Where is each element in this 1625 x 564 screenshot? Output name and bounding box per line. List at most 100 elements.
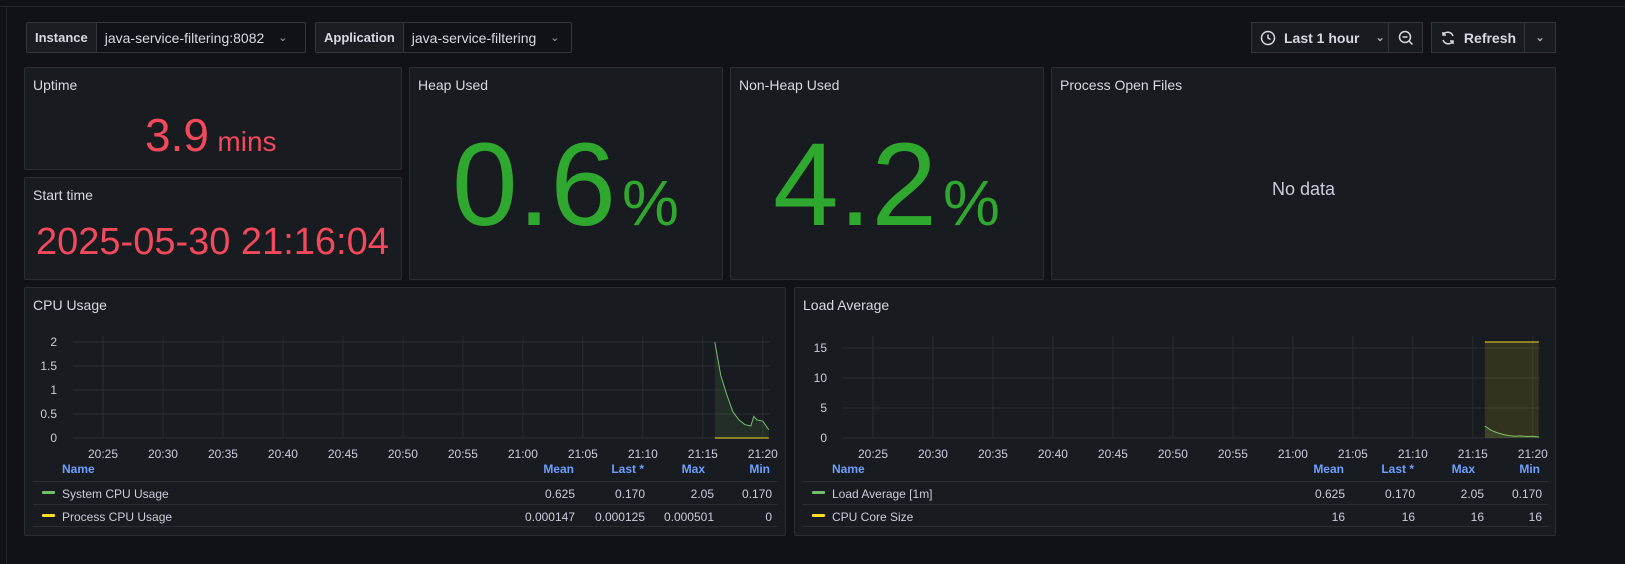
cpu-usage-title: CPU Usage	[33, 297, 107, 313]
y-tick-label: 10	[814, 371, 828, 385]
application-value: java-service-filtering	[411, 29, 537, 46]
x-tick-label: 20:30	[148, 447, 178, 458]
time-range-picker[interactable]: Last 1 hour ⌄	[1251, 22, 1389, 53]
refresh-interval-dropdown[interactable]: ⌄	[1524, 22, 1556, 53]
series-last: 0.170	[1384, 487, 1415, 501]
application-select[interactable]: java-service-filtering ⌄	[403, 23, 568, 52]
series-max: 0.000501	[663, 510, 714, 524]
top-divider	[0, 0, 1625, 7]
legend-row[interactable]: Load Average [1m] 0.625 0.170 2.05 0.170	[803, 481, 1548, 504]
uptime-stat: 3.9 mins	[145, 108, 277, 162]
heap-used-value: 0.6	[452, 119, 617, 251]
legend-row[interactable]: System CPU Usage 0.625 0.170 2.05 0.170	[33, 481, 778, 504]
legend-max-header[interactable]: Max	[681, 462, 705, 476]
x-tick-label: 20:25	[858, 447, 888, 458]
x-tick-label: 20:50	[388, 447, 418, 458]
cpu-usage-panel: CPU Usage 0 0.5 1 1.5 2 20:25 20:30 20:35 20:40 2…	[24, 287, 786, 536]
legend-min-header[interactable]: Min	[1519, 462, 1540, 476]
series-max: 2.05	[690, 487, 714, 501]
legend-row[interactable]: Process CPU Usage 0.000147 0.000125 0.00…	[33, 504, 778, 527]
x-tick-label: 20:30	[918, 447, 948, 458]
x-tick-label: 21:10	[1398, 447, 1428, 458]
application-variable[interactable]: Application java-service-filtering ⌄	[315, 22, 572, 53]
x-tick-label: 21:15	[1458, 447, 1488, 458]
no-data-message: No data	[1271, 179, 1336, 199]
series-max: 2.05	[1460, 487, 1484, 501]
series-mean: 16	[1331, 510, 1345, 524]
series-line	[1484, 425, 1539, 438]
series-swatch	[812, 491, 825, 494]
legend-row[interactable]: CPU Core Size 16 16 16 16	[803, 504, 1548, 527]
y-tick-label: 1.5	[40, 359, 57, 373]
open-files-title: Process Open Files	[1060, 77, 1183, 93]
series-area	[1484, 342, 1539, 438]
heap-used-unit: %	[622, 167, 679, 239]
legend-max-header[interactable]: Max	[1451, 462, 1475, 476]
x-tick-label: 20:55	[448, 447, 478, 458]
series-min: 0.170	[741, 487, 772, 501]
non-heap-used-panel: Non-Heap Used 4.2%	[730, 67, 1044, 280]
start-time-title: Start time	[33, 187, 93, 203]
clock-icon	[1260, 30, 1276, 45]
y-tick-label: 2	[50, 335, 57, 349]
y-tick-label: 5	[820, 401, 827, 415]
zoom-out-icon	[1398, 30, 1413, 45]
legend-last-header[interactable]: Last *	[1381, 462, 1414, 476]
series-min: 16	[1528, 510, 1542, 524]
uptime-unit: mins	[217, 126, 277, 157]
heap-used-stat: 0.6%	[452, 126, 679, 244]
x-tick-label: 20:55	[1218, 447, 1248, 458]
left-divider	[0, 6, 7, 564]
x-tick-label: 21:00	[1278, 447, 1308, 458]
y-tick-label: 0	[820, 431, 827, 445]
series-max: 16	[1470, 510, 1484, 524]
x-tick-label: 20:25	[88, 447, 118, 458]
zoom-out-button[interactable]	[1388, 22, 1423, 53]
load-average-chart[interactable]: 0 5 10 15 20:25 20:30 20:35 20:40 20:45 20:50 20:5…	[795, 328, 1555, 458]
chevron-down-icon: ⌄	[550, 32, 560, 44]
uptime-panel: Uptime 3.9 mins	[24, 67, 402, 170]
refresh-icon	[1442, 30, 1454, 45]
series-swatch	[812, 514, 825, 517]
y-tick-label: 15	[814, 341, 828, 355]
legend-last-header[interactable]: Last *	[611, 462, 644, 476]
instance-select[interactable]: java-service-filtering:8082 ⌄	[96, 23, 296, 52]
load-average-title: Load Average	[803, 297, 890, 313]
x-tick-label: 20:40	[1038, 447, 1068, 458]
series-mean: 0.625	[1314, 487, 1345, 501]
x-tick-label: 20:35	[208, 447, 238, 458]
series-min: 0	[765, 510, 772, 524]
refresh-label: Refresh	[1463, 29, 1517, 46]
start-time-panel: Start time 2025-05-30 21:16:04	[24, 177, 402, 280]
y-tick-label: 0.5	[40, 407, 57, 421]
series-name: System CPU Usage	[62, 487, 169, 501]
load-average-panel: Load Average 0 5 10 15 20:25 20:30 20:35 20:40 2…	[794, 287, 1556, 536]
refresh-button[interactable]: Refresh	[1431, 22, 1525, 53]
instance-variable-label: Instance	[27, 23, 97, 52]
legend-mean-header[interactable]: Mean	[1313, 462, 1344, 476]
legend-mean-header[interactable]: Mean	[543, 462, 574, 476]
x-tick-label: 21:00	[508, 447, 538, 458]
series-area	[714, 342, 769, 438]
heap-used-title: Heap Used	[418, 77, 489, 93]
x-tick-label: 21:05	[1338, 447, 1368, 458]
x-tick-label: 20:50	[1158, 447, 1188, 458]
non-heap-used-unit: %	[943, 167, 1000, 239]
x-tick-label: 21:15	[688, 447, 718, 458]
series-last: 0.170	[614, 487, 645, 501]
non-heap-used-title: Non-Heap Used	[739, 77, 840, 93]
non-heap-used-stat: 4.2%	[773, 126, 1000, 244]
y-tick-label: 1	[50, 383, 57, 397]
legend-name-header[interactable]: Name	[832, 462, 865, 476]
series-min: 0.170	[1511, 487, 1542, 501]
application-variable-label: Application	[316, 23, 404, 52]
series-last: 16	[1401, 510, 1415, 524]
cpu-usage-chart[interactable]: 0 0.5 1 1.5 2 20:25 20:30 20:35 20:40 20:45 20:50 2…	[25, 328, 785, 458]
legend-min-header[interactable]: Min	[749, 462, 770, 476]
legend-name-header[interactable]: Name	[62, 462, 95, 476]
instance-variable[interactable]: Instance java-service-filtering:8082 ⌄	[26, 22, 306, 53]
non-heap-used-value: 4.2	[773, 119, 938, 251]
y-tick-label: 0	[50, 431, 57, 445]
series-name: CPU Core Size	[832, 510, 914, 524]
series-swatch	[42, 514, 55, 517]
